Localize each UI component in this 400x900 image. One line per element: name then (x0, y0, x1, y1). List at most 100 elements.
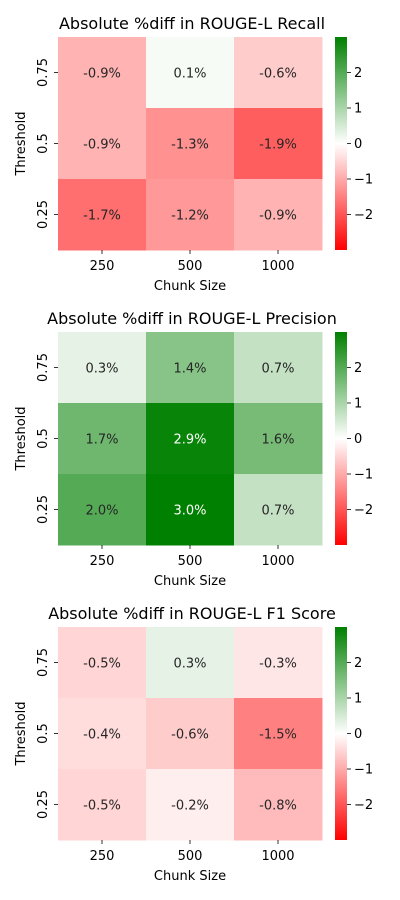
heatmap-cell (234, 332, 323, 404)
heatmap-cell (58, 627, 147, 699)
colorbar-tick-label: −1 (354, 173, 373, 188)
y-tick-label: 0.75 (36, 58, 51, 87)
x-tick-label: 500 (178, 554, 203, 569)
colorbar-tick-label: 2 (354, 361, 362, 376)
colorbar-tick-label: 2 (354, 66, 362, 81)
cell-value-label: -0.5% (83, 799, 121, 814)
heatmap-cell (234, 108, 323, 180)
chart-title: Absolute %diff in ROUGE-L Recall (59, 14, 325, 33)
chart-title: Absolute %diff in ROUGE-L F1 Score (48, 604, 336, 623)
cell-value-label: 0.1% (173, 67, 206, 82)
colorbar (335, 332, 347, 545)
heatmap-cell (146, 37, 235, 109)
cell-value-label: -0.3% (259, 657, 297, 672)
y-tick-label: 0.25 (36, 495, 51, 524)
cell-value-label: -0.2% (171, 799, 209, 814)
heatmap-cell (146, 179, 235, 251)
heatmap-cell (58, 332, 147, 404)
colorbar-tick-label: −1 (354, 763, 373, 778)
colorbar-tick-label: 0 (354, 432, 362, 447)
heatmap-cell (234, 769, 323, 841)
cell-value-label: 3.0% (173, 504, 206, 519)
x-axis-label: Chunk Size (154, 574, 226, 589)
colorbar-tick-label: −2 (354, 503, 373, 518)
cell-value-label: 1.7% (85, 433, 118, 448)
cell-value-label: -0.9% (83, 67, 121, 82)
cell-value-label: -0.6% (259, 67, 297, 82)
x-tick-label: 250 (90, 554, 115, 569)
heatmap-cell (58, 769, 147, 841)
colorbar-tick-label: −1 (354, 468, 373, 483)
colorbar-tick-label: 1 (354, 102, 362, 117)
cell-value-label: 0.7% (261, 504, 294, 519)
heatmap-cell (146, 769, 235, 841)
heatmap-cell (234, 179, 323, 251)
heatmap-panel-1: Absolute %diff in ROUGE-L Recall -0.9% 0.1… (14, 14, 373, 294)
heatmap-cell (58, 37, 147, 109)
x-tick-label: 500 (178, 259, 203, 274)
y-tick-label: 0.5 (36, 133, 51, 154)
x-axis-label: Chunk Size (154, 279, 226, 294)
heatmap-cell (234, 474, 323, 546)
cell-value-label: -0.4% (83, 728, 121, 743)
colorbar (335, 627, 347, 840)
cell-value-label: -0.6% (171, 728, 209, 743)
cell-value-label: -1.5% (259, 728, 297, 743)
heatmap-panel-3: Absolute %diff in ROUGE-L F1 Score -0.5% 0… (14, 604, 373, 884)
x-tick-label: 250 (90, 849, 115, 864)
x-tick-label: 1000 (261, 259, 294, 274)
heatmap-cell (234, 698, 323, 770)
heatmap-cell (146, 698, 235, 770)
heatmap-panel-2: Absolute %diff in ROUGE-L Precision 0.3% 1… (14, 309, 373, 589)
heatmap-cell (146, 108, 235, 180)
y-tick-label: 0.75 (36, 353, 51, 382)
heatmap-cell (146, 627, 235, 699)
heatmap-cell (146, 403, 235, 475)
heatmap-cell (234, 403, 323, 475)
y-axis-label: Threshold (14, 111, 29, 176)
cell-value-label: 0.7% (261, 362, 294, 377)
colorbar-tick-label: −2 (354, 798, 373, 813)
heatmap-cell (58, 108, 147, 180)
x-tick-label: 1000 (261, 554, 294, 569)
cell-value-label: -0.9% (259, 209, 297, 224)
colorbar-tick-label: 0 (354, 727, 362, 742)
y-axis-label: Threshold (14, 701, 29, 766)
cell-value-label: -1.7% (83, 209, 121, 224)
heatmap-cell (146, 332, 235, 404)
colorbar-tick-label: 1 (354, 692, 362, 707)
cell-value-label: 0.3% (173, 657, 206, 672)
cell-value-label: -1.2% (171, 209, 209, 224)
colorbar-tick-label: −2 (354, 208, 373, 223)
heatmap-cell (234, 37, 323, 109)
y-tick-label: 0.5 (36, 723, 51, 744)
cell-value-label: -0.5% (83, 657, 121, 672)
heatmap-cell (58, 403, 147, 475)
heatmap-cell (58, 474, 147, 546)
heatmap-cell (58, 179, 147, 251)
x-tick-label: 250 (90, 259, 115, 274)
cell-value-label: -0.9% (83, 138, 121, 153)
chart-title: Absolute %diff in ROUGE-L Precision (47, 309, 337, 328)
heatmap-cell (58, 698, 147, 770)
colorbar-tick-label: 2 (354, 656, 362, 671)
cell-value-label: 1.4% (173, 362, 206, 377)
cell-value-label: -1.9% (259, 138, 297, 153)
y-tick-label: 0.5 (36, 428, 51, 449)
heatmap-cell (234, 627, 323, 699)
x-tick-label: 500 (178, 849, 203, 864)
x-tick-label: 1000 (261, 849, 294, 864)
cell-value-label: -1.3% (171, 138, 209, 153)
y-tick-label: 0.75 (36, 648, 51, 677)
y-axis-label: Threshold (14, 406, 29, 471)
y-tick-label: 0.25 (36, 200, 51, 229)
cell-value-label: 0.3% (85, 362, 118, 377)
cell-value-label: 2.9% (173, 433, 206, 448)
cell-value-label: 2.0% (85, 504, 118, 519)
y-tick-label: 0.25 (36, 790, 51, 819)
colorbar-tick-label: 0 (354, 137, 362, 152)
colorbar (335, 37, 347, 250)
cell-value-label: 1.6% (261, 433, 294, 448)
x-axis-label: Chunk Size (154, 869, 226, 884)
